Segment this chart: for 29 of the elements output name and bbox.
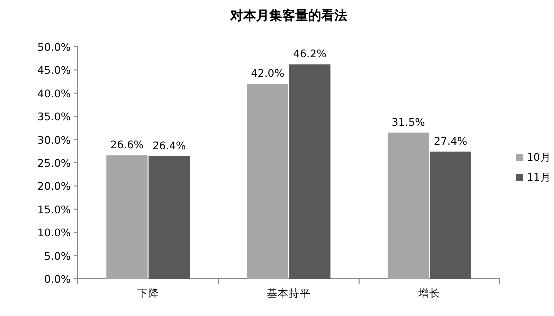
y-tick-label: 45.0% <box>38 65 72 78</box>
data-label: 42.0% <box>251 68 285 80</box>
bar <box>290 64 331 279</box>
legend-label: 10月 <box>527 152 552 164</box>
y-tick-label: 50.0% <box>38 42 72 54</box>
y-tick-label: 15.0% <box>38 204 72 216</box>
y-tick-label: 20.0% <box>38 181 72 194</box>
y-tick-label: 10.0% <box>38 228 72 240</box>
bar <box>106 156 148 279</box>
data-label: 27.4% <box>434 136 468 148</box>
x-tick-label: 增长 <box>418 287 441 300</box>
x-tick-label: 基本持平 <box>267 287 311 300</box>
bar <box>148 156 190 279</box>
chart-title: 对本月集客量的看法 <box>230 8 348 24</box>
y-tick-label: 0.0% <box>44 274 72 286</box>
bar <box>247 84 288 279</box>
bar <box>430 152 472 279</box>
y-tick-label: 25.0% <box>38 158 72 170</box>
x-tick-label: 下降 <box>137 288 160 300</box>
data-label: 46.2% <box>293 48 327 61</box>
data-label: 26.4% <box>152 140 186 153</box>
data-label: 31.5% <box>392 116 426 129</box>
legend-label: 11月 <box>527 172 552 184</box>
y-tick-label: 35.0% <box>38 112 72 124</box>
y-tick-label: 5.0% <box>44 250 72 263</box>
bar <box>388 132 430 279</box>
y-tick-label: 30.0% <box>38 134 72 147</box>
data-label: 26.6% <box>110 140 144 152</box>
y-tick-label: 40.0% <box>38 88 72 100</box>
